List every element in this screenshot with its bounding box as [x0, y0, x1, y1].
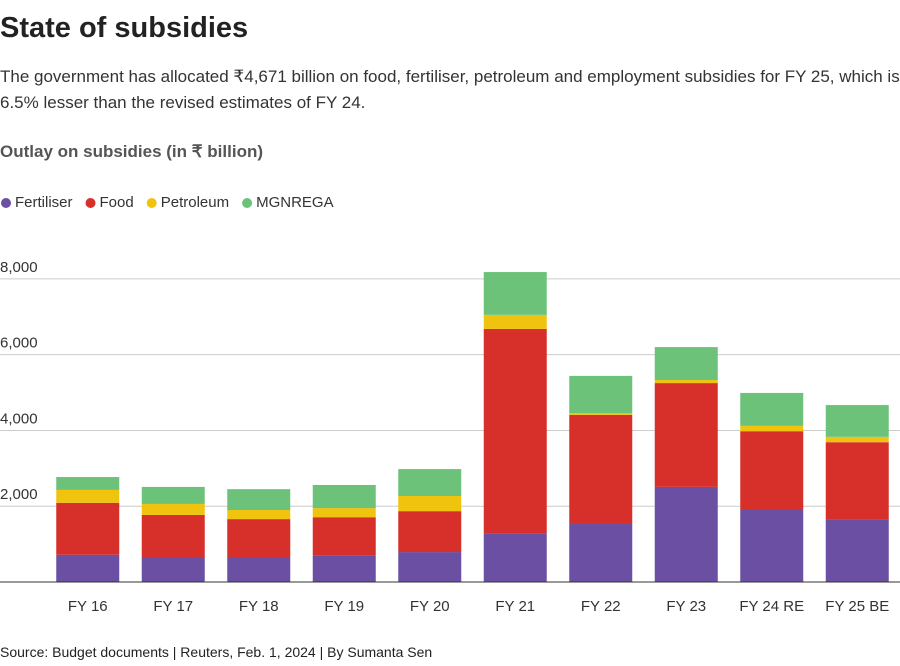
bar-segment — [56, 502, 120, 555]
bar-segment — [141, 556, 205, 582]
legend-swatch — [146, 198, 157, 208]
bar-segment — [825, 442, 889, 520]
x-tick-label: FY 22 — [581, 598, 621, 615]
bar-segment — [312, 508, 376, 518]
legend-label: MGNREGA — [256, 194, 334, 211]
title: State of subsidies — [0, 12, 249, 44]
x-tick-label: FY 23 — [666, 598, 706, 615]
bar-segment — [483, 328, 547, 534]
bar-segment — [227, 519, 291, 557]
y-tick-label: 4,000 — [0, 410, 38, 427]
bar-segment — [227, 510, 291, 520]
legend-label: Petroleum — [161, 194, 229, 211]
legend-label: Food — [100, 194, 134, 211]
bar-segment — [825, 405, 889, 437]
chart-title: Outlay on subsidies (in ₹ billion) — [0, 142, 263, 161]
legend-swatch — [242, 198, 253, 208]
x-tick-label: FY 25 BE — [825, 598, 889, 615]
bar-segment — [569, 524, 633, 582]
bar-segment — [227, 489, 291, 511]
bar-segment — [227, 556, 291, 582]
subtitle: The government has allocated ₹4,671 bill… — [0, 67, 900, 112]
bar-segment — [312, 485, 376, 509]
bar-segment — [56, 554, 120, 582]
x-tick-label: FY 16 — [68, 598, 108, 615]
bar-segment — [141, 486, 205, 504]
bar-segment — [654, 380, 718, 384]
bar-segment — [141, 514, 205, 557]
bar-segment — [483, 533, 547, 582]
bar-segment — [312, 517, 376, 556]
bar-segment — [398, 511, 462, 553]
bar-segment — [141, 503, 205, 515]
y-tick-label: 2,000 — [0, 486, 38, 503]
legend-swatch — [85, 198, 96, 208]
bar-segment — [398, 552, 462, 582]
bar-segment — [740, 510, 804, 582]
source: Source: Budget documents | Reuters, Feb.… — [0, 644, 433, 660]
bar-segment — [569, 414, 633, 525]
bar-segment — [56, 477, 120, 490]
legend-label: Fertiliser — [15, 194, 73, 211]
bar-segment — [740, 425, 804, 432]
bar-segment — [398, 495, 462, 512]
bar-segment — [569, 413, 633, 415]
bar-segment — [312, 555, 376, 582]
y-tick-label: 8,000 — [0, 259, 38, 276]
bar-segment — [483, 272, 547, 315]
bar-segment — [740, 431, 804, 511]
x-tick-label: FY 21 — [495, 598, 535, 615]
bar-segment — [825, 519, 889, 582]
chart: Fertiliser Food Petroleum MGNREGA 2,000 4,000… — [0, 194, 900, 615]
x-tick-label: FY 18 — [239, 598, 279, 615]
bar-segment — [654, 383, 718, 487]
y-tick-label: 6,000 — [0, 335, 38, 352]
bar-segment — [740, 392, 804, 426]
bar-segment — [483, 314, 547, 329]
x-tick-label: FY 20 — [410, 598, 450, 615]
x-tick-label: FY 17 — [153, 598, 193, 615]
x-tick-label: FY 19 — [324, 598, 364, 615]
bar-segment — [56, 489, 120, 503]
bar-segment — [398, 469, 462, 496]
bar-segment — [654, 347, 718, 381]
bar-segment — [569, 375, 633, 414]
x-tick-label: FY 24 RE — [739, 598, 804, 615]
legend-swatch — [1, 198, 11, 208]
bar-segment — [654, 486, 718, 582]
bar-segment — [825, 436, 889, 443]
